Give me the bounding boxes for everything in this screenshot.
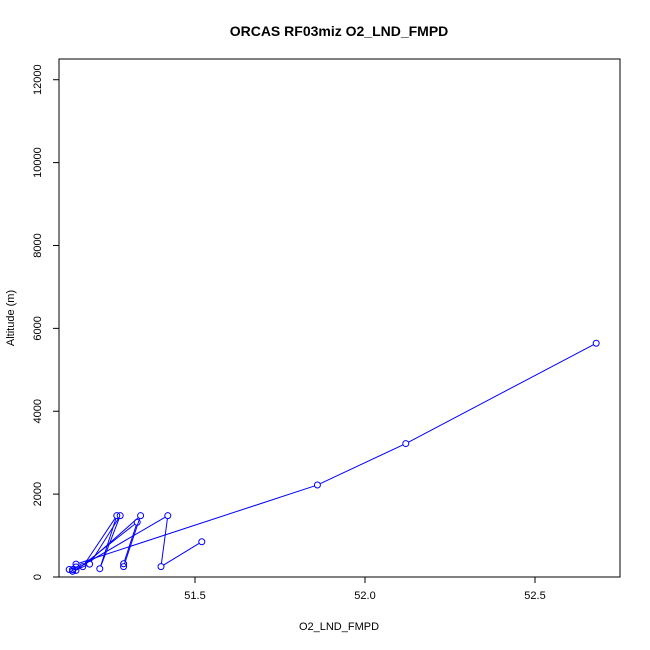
- data-point: [157, 563, 165, 571]
- data-point: [198, 538, 206, 546]
- y-tick-label: 6000: [32, 316, 44, 340]
- data-point: [592, 339, 600, 347]
- series-segment: [84, 517, 116, 565]
- series-segment: [124, 524, 137, 562]
- series-segment: [84, 517, 139, 566]
- y-tick-label: 8000: [32, 233, 44, 257]
- series-segment: [124, 518, 141, 564]
- data-point: [120, 560, 128, 568]
- x-axis-title: O2_LND_FMPD: [299, 621, 379, 633]
- data-point: [79, 563, 87, 571]
- y-tick-label: 10000: [32, 147, 44, 178]
- x-tick-label: 52.0: [354, 590, 375, 602]
- chart-title: ORCAS RF03miz O2_LND_FMPD: [230, 23, 449, 39]
- data-point: [69, 567, 77, 575]
- data-point: [96, 565, 104, 573]
- data-point: [313, 481, 321, 489]
- data-series: [65, 339, 600, 575]
- data-point: [116, 512, 124, 520]
- data-point: [164, 512, 172, 520]
- series-segment: [90, 517, 120, 562]
- x-axis: 51.5 52.0 52.5: [184, 577, 546, 602]
- data-point: [65, 566, 73, 574]
- data-point: [133, 518, 141, 526]
- y-tick-label: 4000: [32, 399, 44, 423]
- x-tick-label: 51.5: [184, 590, 205, 602]
- y-axis: 0 2000 4000 6000 8000 10000 12000: [32, 64, 59, 580]
- x-tick-label: 52.5: [524, 590, 545, 602]
- series-segment: [319, 444, 404, 485]
- series-segment: [163, 542, 200, 566]
- data-point: [72, 566, 80, 574]
- series-segment: [75, 564, 88, 571]
- data-point: [402, 440, 410, 448]
- y-axis-title: Altitude (m): [5, 290, 17, 346]
- series-segment: [160, 518, 168, 564]
- plot-frame: [58, 58, 621, 578]
- series-segment: [100, 518, 120, 567]
- y-tick-label: 12000: [32, 64, 44, 95]
- y-tick-label: 2000: [32, 482, 44, 506]
- y-tick-label: 0: [32, 574, 44, 580]
- series-segment: [78, 485, 315, 564]
- data-point: [113, 512, 121, 520]
- data-point: [137, 512, 145, 520]
- data-point: [86, 560, 94, 568]
- data-point: [120, 563, 128, 571]
- series-segment: [408, 344, 594, 443]
